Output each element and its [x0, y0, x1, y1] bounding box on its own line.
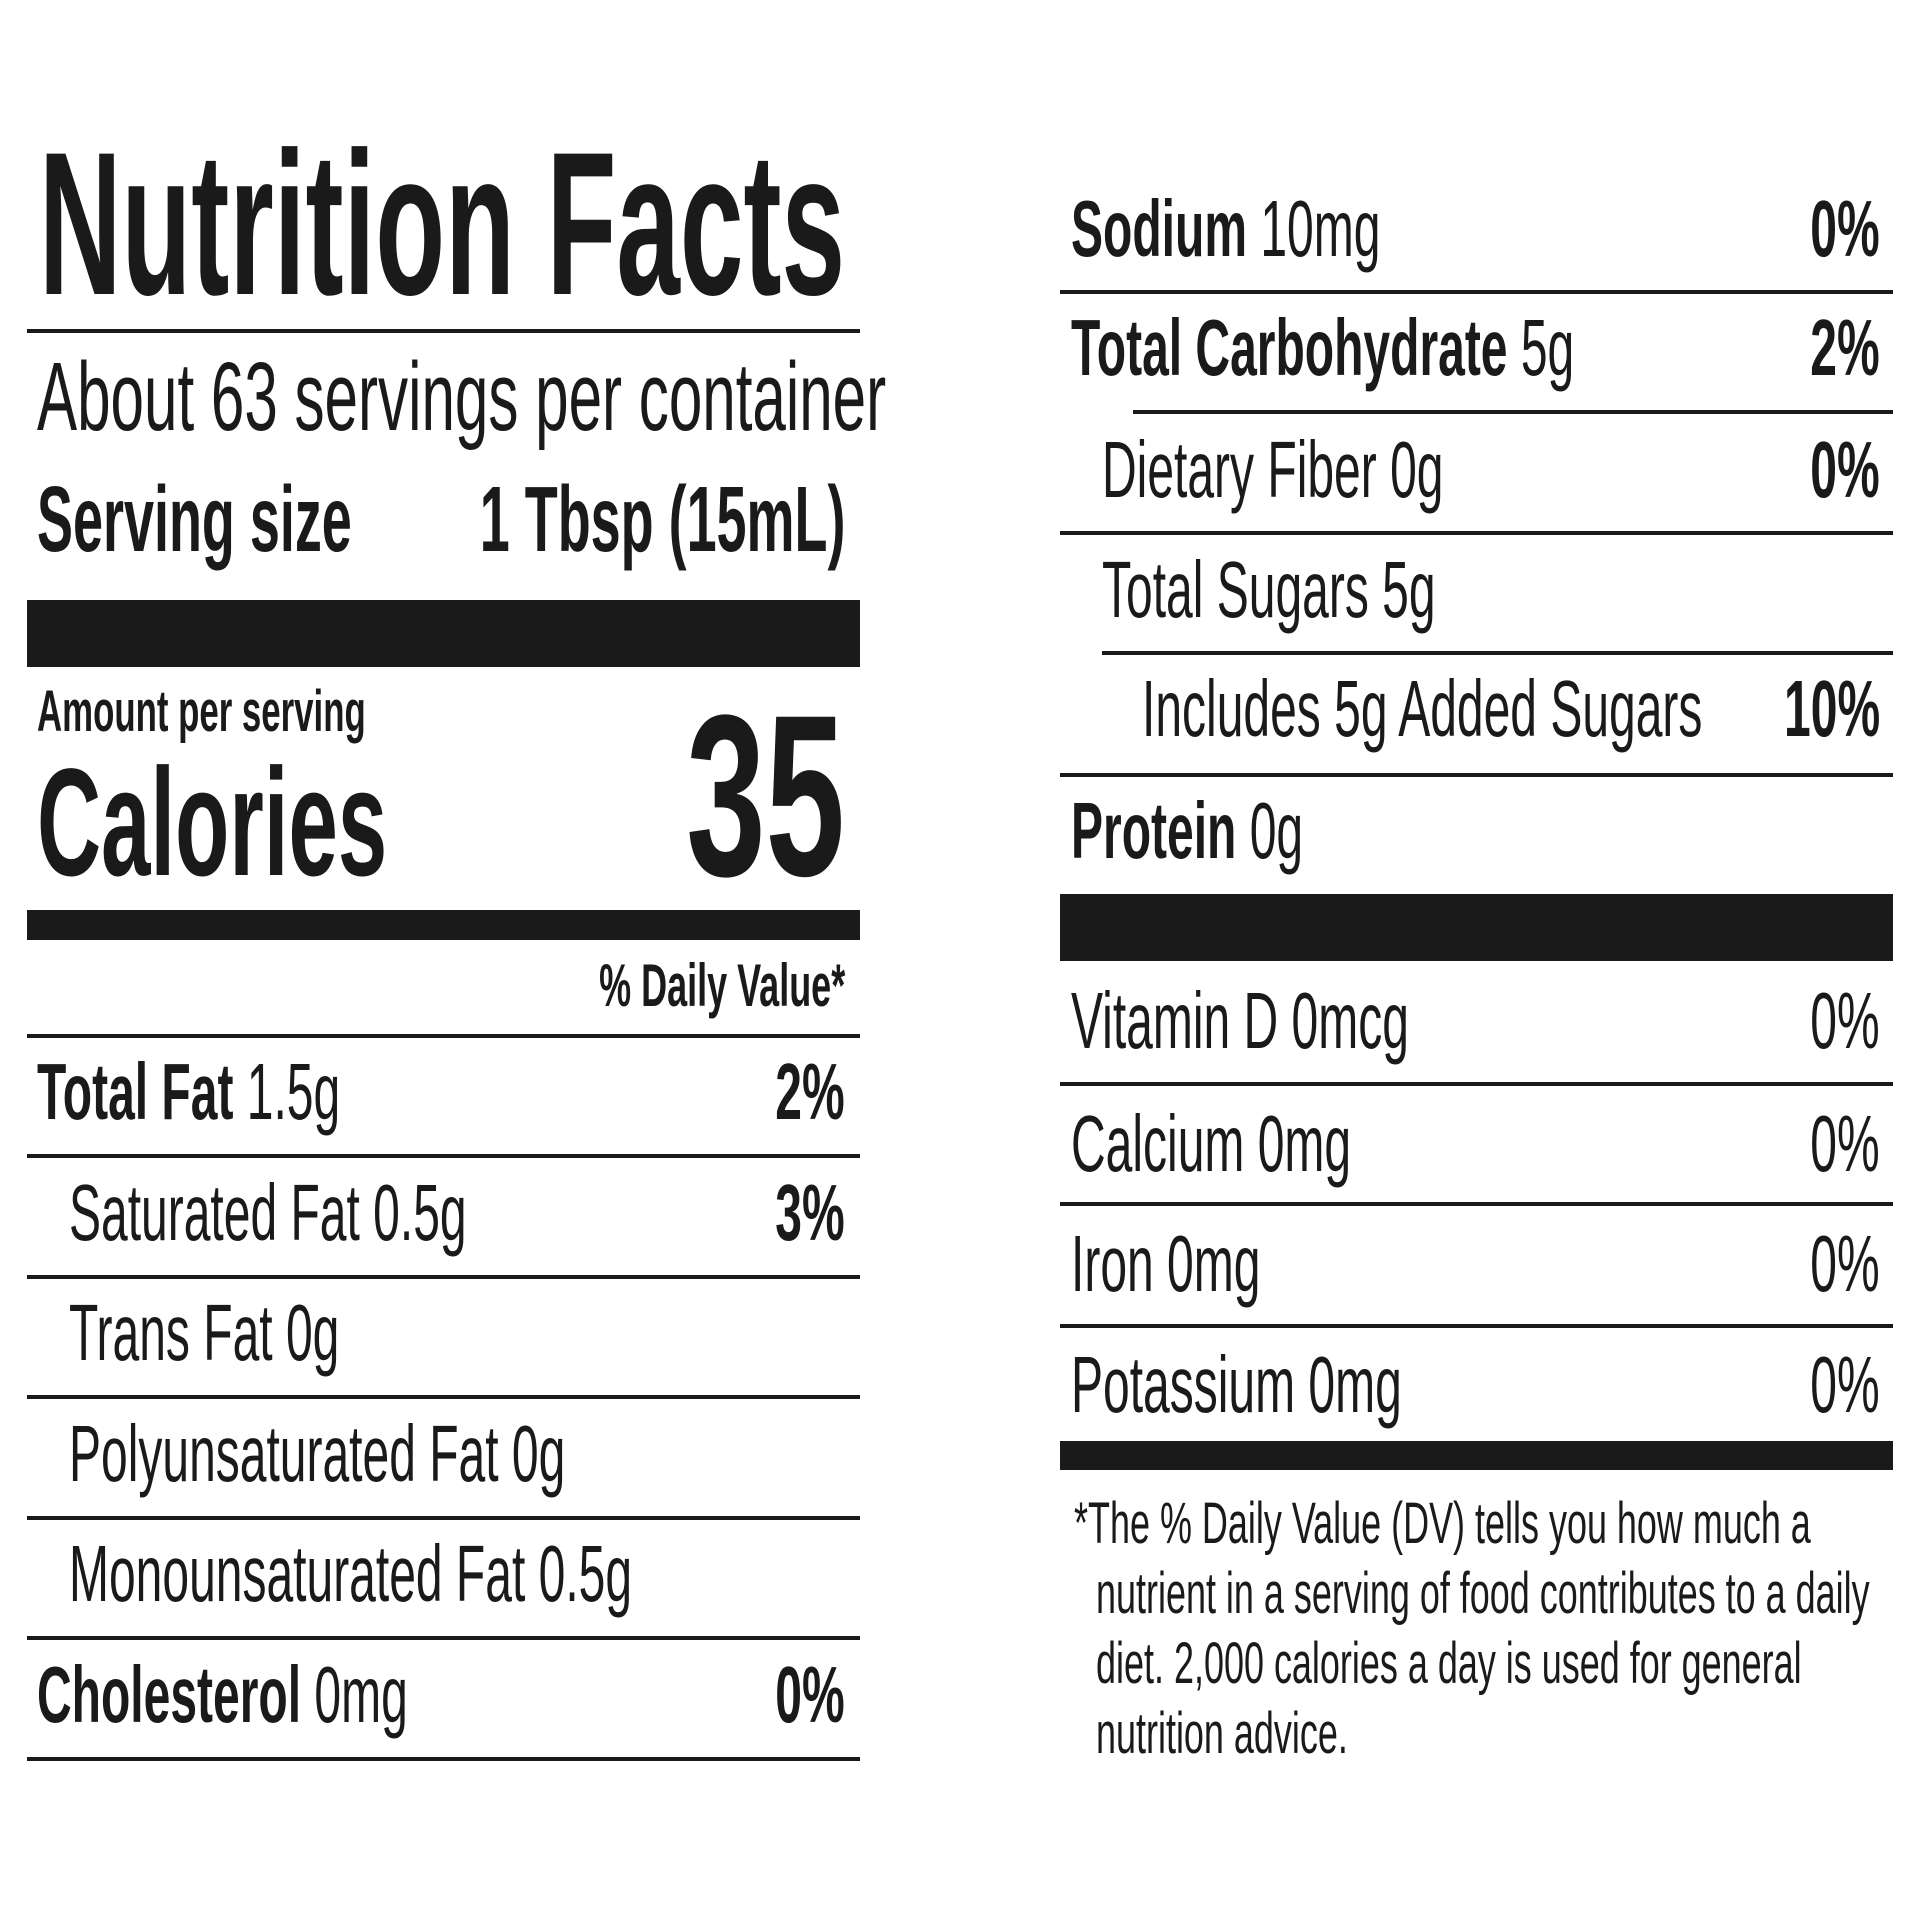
divider	[27, 1757, 860, 1761]
footnote-line: diet. 2,000 calories a day is used for g…	[1096, 1631, 1802, 1696]
divider	[1060, 1082, 1893, 1086]
footnote-line: *The % Daily Value (DV) tells you how mu…	[1074, 1491, 1811, 1556]
medium-divider	[27, 910, 860, 940]
nutrient-amount: 0mg	[1308, 1340, 1402, 1429]
nutrient-name: Trans Fat	[69, 1288, 273, 1378]
nutrient-label: Sodium 10mg	[1071, 189, 1380, 269]
nutrient-name: Total Carbohydrate	[1071, 303, 1508, 392]
nutrient-amount: 10mg	[1260, 184, 1381, 273]
footnote-line: nutrient in a serving of food contribute…	[1096, 1561, 1870, 1626]
nutrient-label: Calcium 0mg	[1071, 1104, 1351, 1184]
nutrient-name: Polyunsaturated Fat	[69, 1408, 499, 1498]
daily-value: 0%	[1810, 976, 1880, 1065]
nutrient-name: Calcium	[1071, 1099, 1245, 1188]
divider	[27, 1636, 860, 1641]
daily-value: 2%	[775, 1047, 845, 1136]
nutrient-label: Vitamin D 0mcg	[1071, 981, 1409, 1061]
nutrient-amount: 0.5g	[538, 1529, 633, 1619]
divider	[27, 1034, 860, 1038]
nutrient-amount: 5g	[1382, 545, 1436, 634]
medium-divider	[1060, 1441, 1893, 1470]
divider	[27, 1274, 860, 1279]
nutrient-label: Total Carbohydrate 5g	[1071, 308, 1574, 388]
daily-value: 0%	[775, 1650, 845, 1739]
divider	[27, 329, 860, 333]
divider	[1060, 773, 1893, 777]
daily-value: 0%	[1810, 1099, 1880, 1188]
nutrient-name: Protein	[1071, 786, 1237, 875]
nutrient-label: Cholesterol 0mg	[37, 1655, 408, 1735]
title: Nutrition Facts	[39, 110, 846, 338]
nutrient-name: Total Fat	[37, 1047, 234, 1136]
nutrient-label: Protein 0g	[1071, 791, 1303, 871]
calories-label: Calories	[37, 737, 388, 908]
nutrient-amount: 0g	[1249, 786, 1304, 875]
nutrient-label: Monounsaturated Fat 0.5g	[69, 1534, 632, 1614]
nutrient-label: Includes 5g Added Sugars	[1142, 669, 1702, 749]
divider	[1060, 1202, 1893, 1206]
daily-value: 3%	[775, 1167, 845, 1257]
nutrient-label: Dietary Fiber 0g	[1102, 430, 1443, 510]
nutrient-amount: 0.5g	[373, 1167, 467, 1257]
calories-value: 35	[686, 667, 845, 924]
daily-value-header: % Daily Value*	[598, 952, 845, 1019]
thick-divider	[1060, 894, 1893, 961]
nutrient-amount: 0mg	[1257, 1099, 1352, 1188]
nutrient-amount: 0mg	[314, 1650, 408, 1739]
daily-value: 10%	[1783, 664, 1880, 753]
divider	[1060, 290, 1893, 294]
nutrient-name: Sodium	[1071, 184, 1247, 273]
divider	[1102, 651, 1893, 655]
footnote-line: nutrition advice.	[1096, 1701, 1348, 1766]
nutrient-label: Iron 0mg	[1071, 1224, 1260, 1304]
nutrient-amount: 5g	[1520, 303, 1575, 392]
nutrient-name: Iron	[1071, 1219, 1154, 1308]
nutrient-name: Monounsaturated Fat	[69, 1529, 526, 1619]
nutrient-amount: 0g	[285, 1288, 340, 1378]
nutrient-amount: 1.5g	[246, 1047, 341, 1136]
nutrient-label: Total Sugars 5g	[1102, 550, 1436, 630]
daily-value: 0%	[1810, 1340, 1880, 1429]
nutrient-name: Saturated Fat	[69, 1167, 360, 1257]
nutrient-name: Potassium	[1071, 1340, 1296, 1429]
thick-divider	[27, 600, 860, 667]
daily-value: 0%	[1810, 1219, 1880, 1308]
nutrient-name: Dietary Fiber	[1102, 425, 1377, 514]
nutrient-label: Potassium 0mg	[1071, 1345, 1402, 1425]
divider	[1133, 410, 1893, 414]
nutrient-amount: 0mcg	[1291, 976, 1409, 1065]
nutrient-label: Polyunsaturated Fat 0g	[69, 1413, 565, 1494]
daily-value: 0%	[1810, 184, 1880, 273]
amount-per-serving: Amount per serving	[37, 679, 366, 744]
daily-value: 2%	[1810, 303, 1880, 392]
daily-value: 0%	[1810, 425, 1880, 514]
servings-per-container: About 63 servings per container	[37, 342, 887, 451]
serving-size-label: Serving size	[37, 467, 352, 571]
nutrient-amount: 0g	[511, 1408, 566, 1498]
divider	[27, 1515, 860, 1520]
nutrient-name: Vitamin D	[1071, 976, 1279, 1065]
nutrient-amount: 0g	[1390, 425, 1444, 514]
nutrient-name: Total Sugars	[1102, 545, 1369, 634]
serving-size-value: 1 Tbsp (15mL)	[479, 467, 845, 571]
divider	[1060, 1324, 1893, 1328]
divider	[1060, 531, 1893, 535]
nutrient-label: Saturated Fat 0.5g	[69, 1172, 467, 1253]
nutrient-name: Includes 5g Added Sugars	[1142, 664, 1703, 753]
nutrient-name: Cholesterol	[37, 1650, 302, 1739]
nutrient-label: Total Fat 1.5g	[37, 1052, 340, 1132]
nutrient-label: Trans Fat 0g	[69, 1293, 339, 1373]
nutrient-amount: 0mg	[1167, 1219, 1261, 1308]
divider	[27, 1154, 860, 1158]
divider	[27, 1395, 860, 1400]
